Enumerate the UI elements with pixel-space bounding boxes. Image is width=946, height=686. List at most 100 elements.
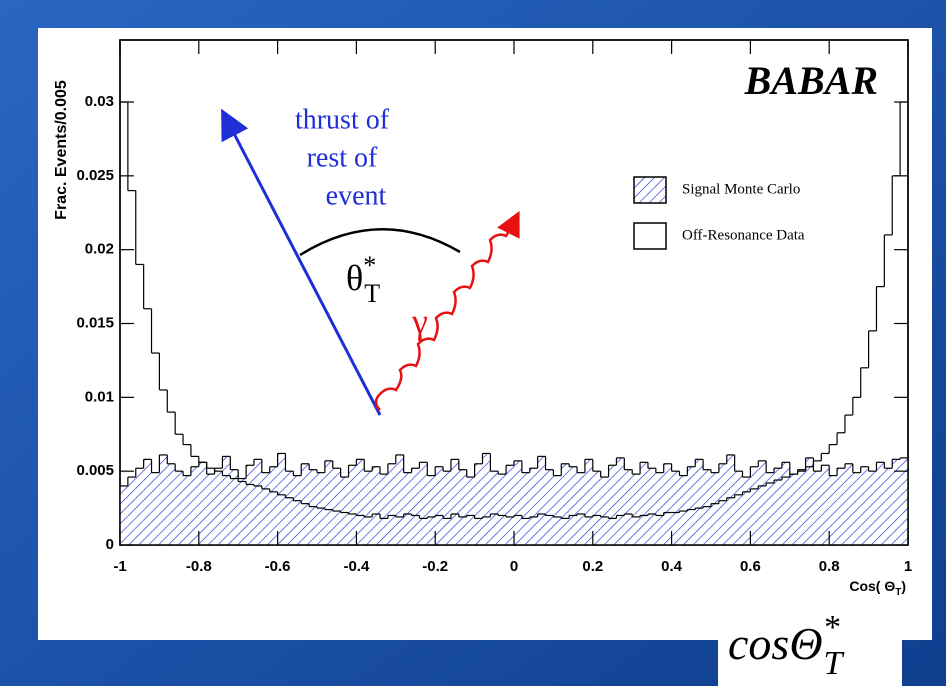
bar	[411, 468, 420, 545]
bar	[238, 478, 247, 545]
y-tick-label: 0	[106, 536, 114, 553]
bar	[663, 463, 672, 545]
bar	[876, 462, 885, 545]
bar	[127, 477, 136, 545]
bar	[797, 469, 806, 545]
angle-arc	[299, 228, 461, 257]
x-tick-label: 0.2	[582, 558, 603, 575]
series-0	[120, 452, 908, 545]
x-tick-label: 0	[510, 558, 518, 575]
bar	[553, 475, 562, 545]
bar	[655, 472, 664, 545]
bar	[781, 462, 790, 545]
bar	[151, 472, 160, 545]
inset-diagram: thrust of rest of event θ* T γ	[216, 94, 540, 418]
formula-sup: *	[823, 609, 840, 646]
logo: BABAR	[744, 58, 878, 103]
bar	[703, 469, 711, 545]
bar	[387, 463, 396, 545]
bar	[577, 472, 585, 545]
bar	[167, 463, 176, 545]
thrust-arrow	[221, 108, 382, 416]
bar	[545, 469, 554, 545]
bar	[293, 475, 302, 545]
y-tick-label: 0.015	[76, 314, 114, 331]
annotation: rest of	[307, 142, 378, 173]
legend-swatch	[633, 176, 667, 204]
bar	[726, 454, 735, 545]
bar	[600, 477, 609, 545]
annotation: thrust of	[295, 104, 390, 135]
bar	[616, 457, 625, 545]
x-tick-label: -0.6	[265, 558, 291, 575]
bar	[183, 475, 191, 545]
theta-sub: T	[364, 279, 380, 308]
bar	[206, 474, 215, 545]
bar	[198, 462, 207, 545]
bar	[261, 472, 270, 545]
theta-base: θ	[346, 258, 363, 298]
bar	[277, 453, 286, 545]
bar	[466, 477, 475, 545]
bar	[774, 468, 782, 545]
bar	[419, 462, 428, 545]
bar	[624, 469, 633, 545]
formula-base: cosΘ	[728, 618, 823, 669]
bar	[537, 456, 546, 545]
x-tick-label: -1	[113, 558, 126, 575]
x-tick-label: 0.8	[819, 558, 840, 575]
bar	[427, 475, 436, 545]
bar	[718, 463, 727, 545]
y-tick-label: 0.01	[85, 388, 114, 405]
bar	[711, 472, 719, 545]
bar	[758, 460, 767, 545]
bar	[584, 459, 593, 545]
bar	[490, 471, 499, 545]
bar	[246, 465, 254, 545]
bar	[750, 466, 759, 545]
bar	[372, 466, 381, 545]
bar	[340, 477, 349, 545]
bar	[175, 471, 184, 545]
formula: cosΘ* T	[728, 609, 845, 682]
x-tick-label: 0.6	[740, 558, 761, 575]
bar	[214, 468, 223, 545]
x-tick-label: -0.8	[186, 558, 212, 575]
bar	[269, 466, 278, 545]
bar	[380, 474, 388, 545]
bar	[395, 454, 404, 545]
bar	[348, 465, 357, 545]
annotation: event	[326, 180, 387, 211]
bar	[190, 466, 199, 545]
bar	[868, 471, 877, 545]
bar	[640, 462, 648, 545]
y-tick-label: 0.02	[85, 241, 114, 258]
series-1	[120, 101, 908, 520]
bar	[742, 477, 751, 545]
bar	[695, 459, 704, 545]
plot-area	[120, 101, 908, 545]
bar	[829, 475, 838, 545]
bar	[892, 459, 901, 545]
bar	[364, 471, 373, 545]
bar	[458, 469, 467, 545]
bar	[844, 463, 853, 545]
bar	[687, 466, 696, 545]
x-tick-label: 0.4	[661, 558, 683, 575]
y-axis-label: Frac. Events/0.005	[53, 80, 70, 220]
x-axis-label: Cos( ΘT)	[849, 578, 906, 598]
x-tick-label: -0.2	[422, 558, 448, 575]
x-label-close: )	[901, 578, 906, 594]
bar	[482, 453, 491, 545]
bar	[135, 468, 144, 545]
bar	[647, 468, 656, 545]
y-tick-label: 0.025	[76, 167, 114, 184]
bar	[837, 468, 845, 545]
bar	[529, 468, 538, 545]
x-label-text: Cos( Θ	[849, 578, 895, 594]
bar	[900, 457, 908, 545]
bar	[159, 454, 168, 545]
bar	[324, 460, 333, 545]
bar	[561, 463, 570, 545]
